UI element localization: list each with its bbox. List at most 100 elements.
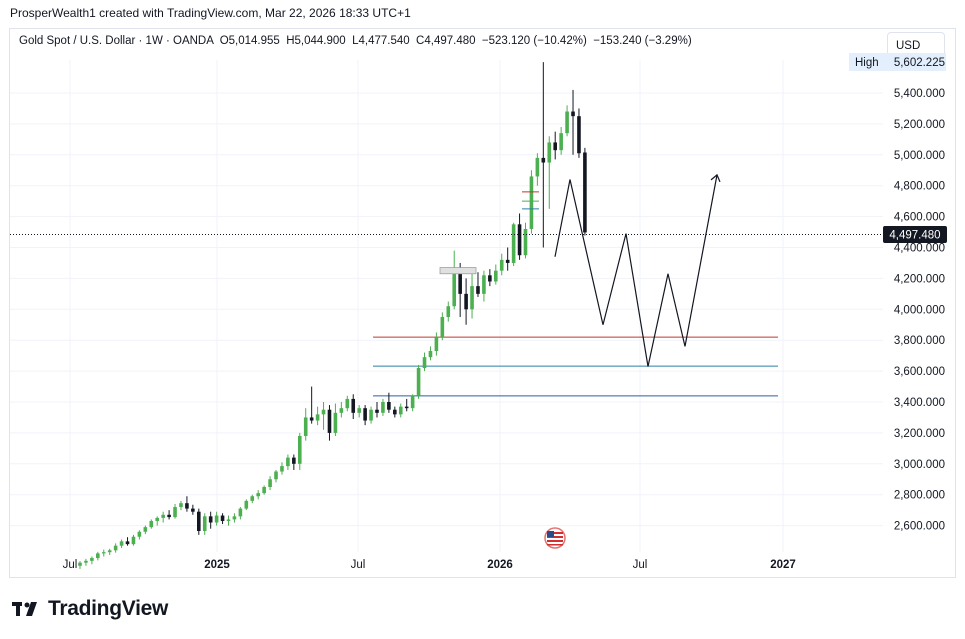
candle bbox=[398, 403, 403, 418]
candle bbox=[363, 405, 367, 426]
time-tick-label: 2027 bbox=[770, 559, 796, 571]
candle bbox=[179, 500, 183, 511]
symbol-name[interactable]: Gold Spot / U.S. Dollar · 1W · OANDA bbox=[19, 35, 214, 47]
candle bbox=[197, 508, 201, 535]
candle bbox=[238, 507, 243, 520]
tradingview-wordmark: TradingView bbox=[48, 597, 169, 620]
change-value: −523.120 (−10.42%) bbox=[481, 35, 587, 47]
price-axis: 2,600.000 2,800.000 3,000.000 3,200.000 3,40… bbox=[894, 88, 945, 533]
candle bbox=[286, 454, 290, 470]
candle bbox=[173, 503, 177, 519]
candle bbox=[119, 539, 124, 549]
candle bbox=[274, 469, 278, 483]
candle bbox=[428, 346, 433, 361]
candle bbox=[137, 530, 142, 540]
candle bbox=[96, 551, 100, 561]
time-tick-label: Jul bbox=[63, 559, 78, 571]
candle bbox=[303, 408, 308, 441]
price-tick-label: 5,400.000 bbox=[894, 88, 945, 100]
candle bbox=[541, 62, 546, 248]
candle bbox=[339, 402, 344, 418]
candle bbox=[220, 513, 225, 525]
candles bbox=[78, 62, 587, 569]
candle bbox=[375, 402, 379, 418]
candle bbox=[511, 222, 516, 267]
price-tick-label: 5,000.000 bbox=[894, 150, 945, 162]
candle bbox=[499, 253, 504, 276]
candle bbox=[488, 269, 492, 287]
candle bbox=[226, 515, 231, 526]
time-tick-label: 2025 bbox=[204, 559, 230, 571]
grid-lines bbox=[10, 60, 883, 552]
candle bbox=[101, 549, 106, 557]
chart-pane[interactable] bbox=[9, 28, 956, 578]
candle bbox=[494, 264, 498, 285]
candle bbox=[244, 499, 249, 511]
time-tick-label: Jul bbox=[633, 559, 648, 571]
time-tick-label: 2026 bbox=[487, 559, 513, 571]
candle bbox=[577, 108, 581, 158]
candle bbox=[214, 511, 219, 526]
last-price-text: 4,497.480 bbox=[889, 230, 940, 242]
candle bbox=[381, 398, 385, 416]
candle bbox=[422, 352, 427, 372]
price-tick-label: 2,600.000 bbox=[894, 521, 945, 533]
candle bbox=[333, 403, 338, 436]
price-tick-label: 4,800.000 bbox=[894, 181, 945, 193]
candle bbox=[369, 406, 373, 424]
candle bbox=[559, 126, 563, 155]
price-tick-label: 3,000.000 bbox=[894, 459, 945, 471]
candle bbox=[476, 272, 480, 297]
last-price-badge: 4,497.480 bbox=[883, 226, 947, 243]
candle bbox=[202, 513, 207, 535]
price-tick-label: 3,400.000 bbox=[894, 397, 945, 409]
candle bbox=[357, 405, 361, 418]
candle bbox=[416, 364, 421, 399]
candle bbox=[208, 511, 213, 529]
low-value: L4,477.540 bbox=[352, 35, 410, 47]
price-tick-label: 3,200.000 bbox=[894, 428, 945, 440]
extra-change-value: −153.240 (−3.29%) bbox=[593, 35, 692, 47]
candle bbox=[315, 406, 320, 426]
candle bbox=[262, 485, 266, 495]
candle bbox=[535, 153, 540, 186]
candle bbox=[505, 247, 510, 271]
us-flag-icon[interactable] bbox=[544, 527, 566, 549]
projection-polyline[interactable] bbox=[554, 174, 718, 367]
candle bbox=[78, 561, 82, 569]
candle bbox=[345, 395, 350, 412]
tradingview-logo-icon bbox=[12, 602, 37, 616]
candle bbox=[280, 462, 284, 475]
candle bbox=[351, 394, 356, 419]
candle bbox=[125, 537, 130, 546]
arrow-head-icon bbox=[710, 173, 721, 183]
price-tick-label: 4,600.000 bbox=[894, 212, 945, 224]
candle bbox=[565, 105, 569, 137]
candle bbox=[90, 556, 94, 565]
candle bbox=[167, 510, 171, 520]
candle bbox=[297, 432, 302, 470]
candle bbox=[529, 170, 534, 234]
high-value: H5,044.900 bbox=[286, 35, 346, 47]
attribution-text: ProsperWealth1 created with TradingView.… bbox=[10, 6, 411, 20]
candle bbox=[482, 270, 486, 302]
candle bbox=[149, 519, 154, 529]
candle bbox=[250, 494, 255, 504]
candle bbox=[452, 250, 457, 310]
symbol-legend: Gold Spot / U.S. Dollar · 1W · OANDA O5,… bbox=[19, 35, 692, 47]
zone-box[interactable] bbox=[439, 267, 477, 275]
candle bbox=[84, 558, 88, 566]
candle bbox=[143, 525, 148, 535]
candle bbox=[113, 543, 118, 553]
candle bbox=[410, 394, 415, 412]
candle bbox=[434, 332, 439, 356]
candle bbox=[321, 402, 326, 430]
time-axis: Jul 2025 Jul 2026 Jul 2027 bbox=[63, 559, 796, 571]
high-value-label: 5,602.225 bbox=[894, 57, 945, 69]
candle bbox=[571, 89, 575, 155]
candle bbox=[440, 312, 445, 341]
candle bbox=[553, 131, 557, 160]
candle bbox=[292, 454, 296, 470]
candle bbox=[161, 511, 165, 523]
